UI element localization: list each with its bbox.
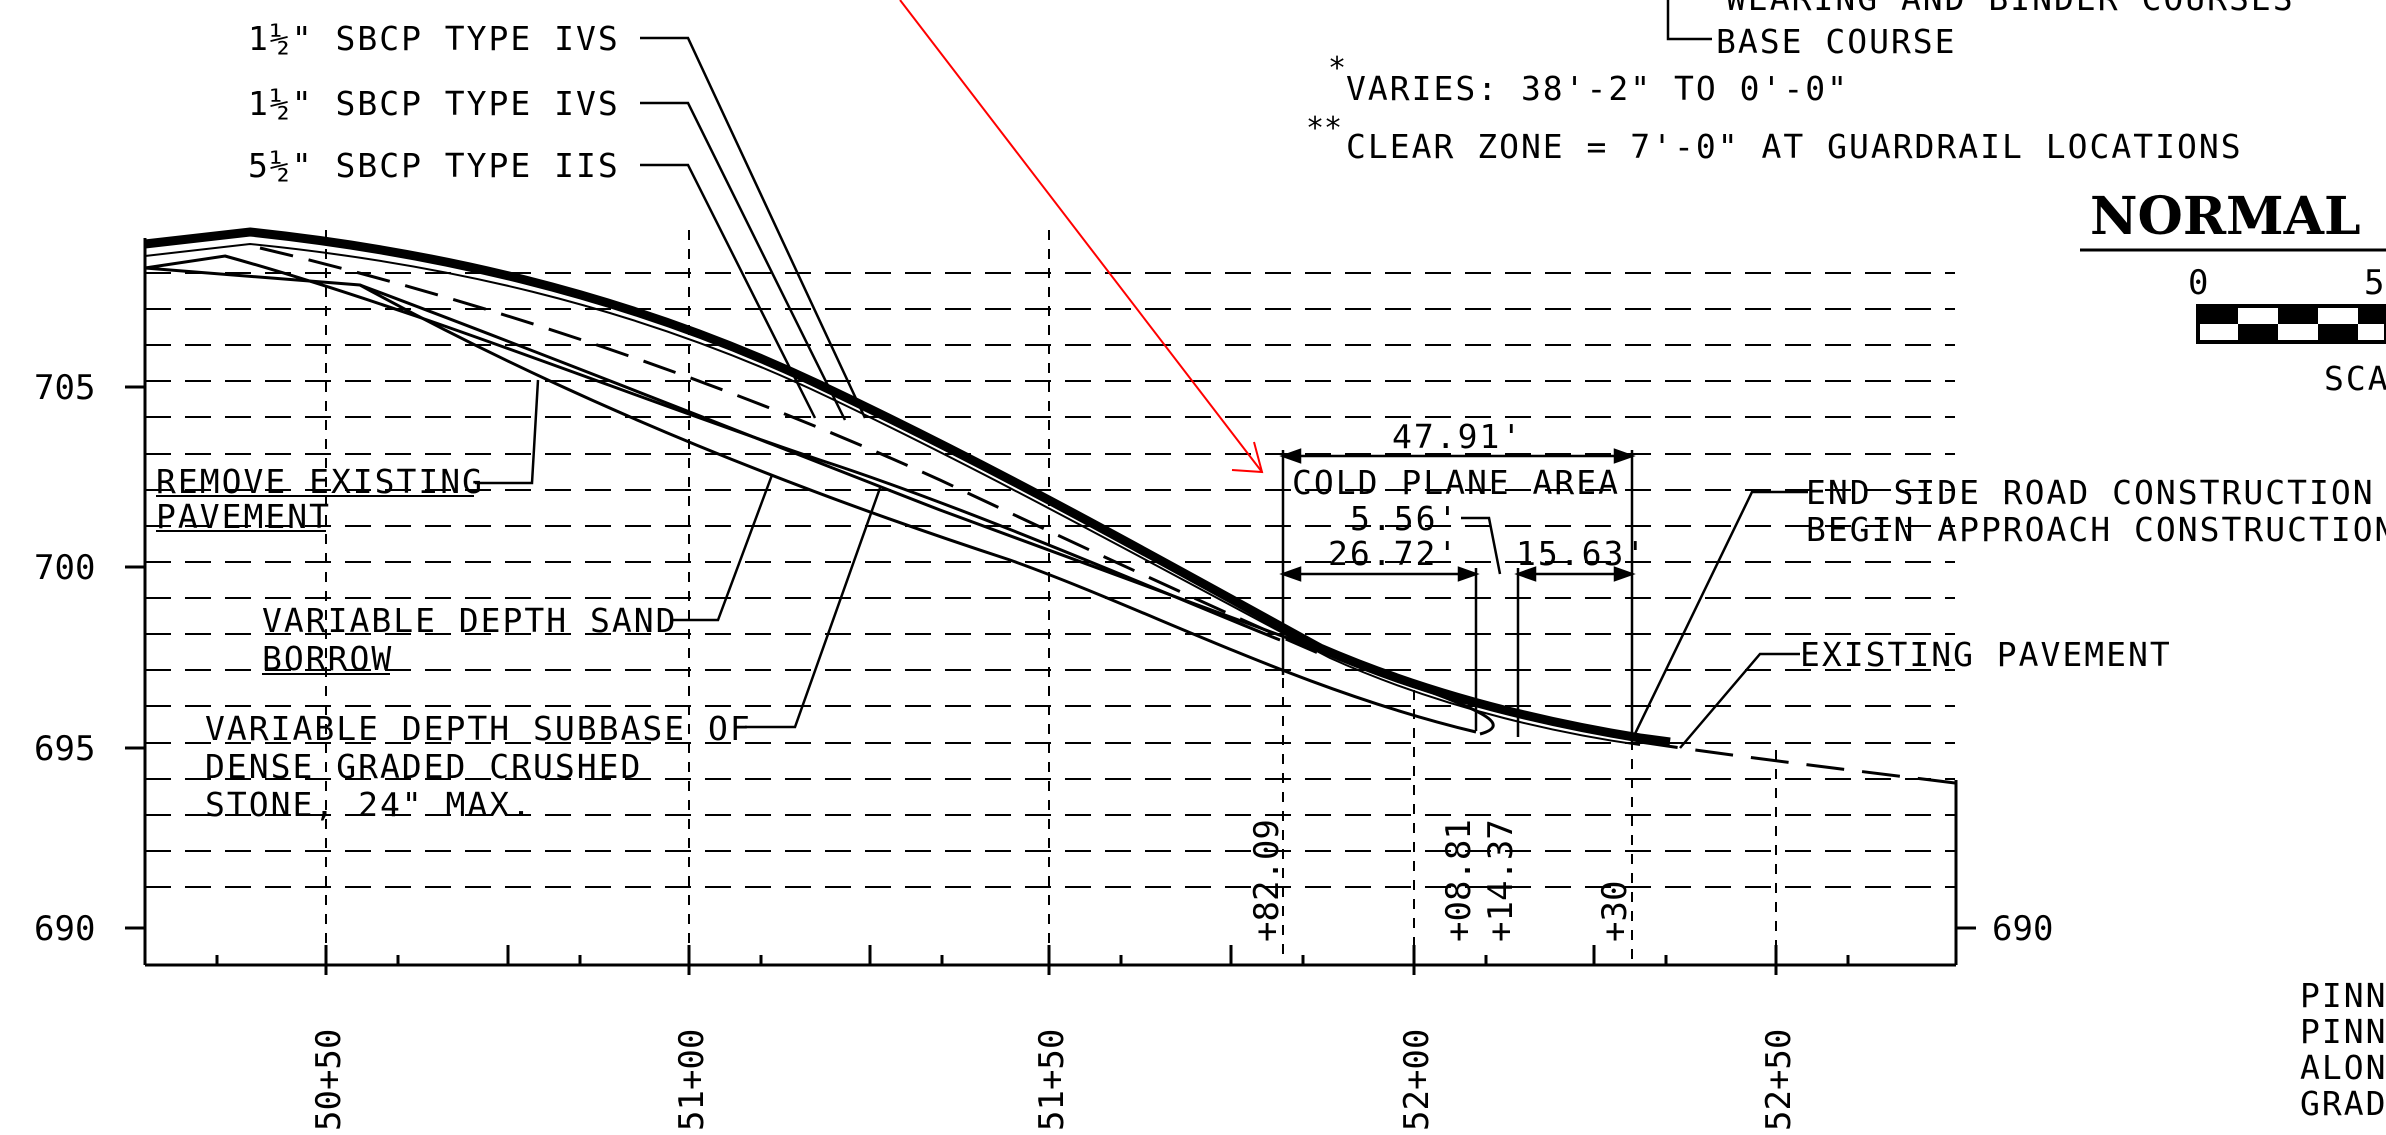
station-offset-3: +14.37 bbox=[1481, 819, 1521, 942]
side-note-4: GRAD bbox=[2300, 1084, 2386, 1123]
note-clear-zone-mark: ** bbox=[1306, 111, 1342, 146]
station-offset-2: +08.81 bbox=[1439, 819, 1479, 942]
cold-plane-left: 26.72' bbox=[1328, 534, 1459, 573]
sand-borrow-label-2: BORROW bbox=[262, 639, 393, 678]
scale-caption: SCA bbox=[2324, 359, 2386, 398]
note-varies-mark: * bbox=[1328, 51, 1346, 86]
red-pointer-arrowhead bbox=[1231, 441, 1264, 474]
section-title: NORMAL bbox=[2090, 186, 2361, 247]
subbase-label-2: DENSE GRADED CRUSHED bbox=[205, 747, 642, 786]
subbase-line bbox=[144, 254, 1281, 642]
end-side-road-label: END SIDE ROAD CONSTRUCTION bbox=[1806, 473, 2375, 512]
begin-approach-label: BEGIN APPROACH CONSTRUCTION bbox=[1806, 510, 2386, 549]
pavement-profile bbox=[144, 227, 1956, 785]
layer-label-3: 5½" SBCP TYPE IIS bbox=[248, 146, 620, 185]
cold-plane-label: COLD PLANE AREA bbox=[1292, 463, 1620, 502]
station-offset-4: +30 bbox=[1595, 881, 1635, 942]
scale-five: 5 bbox=[2364, 263, 2384, 303]
cold-plane-small: 5.56' bbox=[1350, 499, 1459, 538]
leader-lines bbox=[475, 0, 1808, 749]
cold-plane-dimensions bbox=[1279, 448, 1636, 742]
cold-plane-total: 47.91' bbox=[1392, 417, 1523, 456]
side-note-1: PINN bbox=[2300, 976, 2386, 1015]
station-offset-1: +82.09 bbox=[1247, 819, 1287, 942]
elevation-695: 695 bbox=[34, 729, 95, 769]
side-note-2: PINN bbox=[2300, 1012, 2386, 1051]
existing-pavement-tail bbox=[1639, 740, 1956, 785]
existing-pavement-label: EXISTING PAVEMENT bbox=[1800, 635, 2172, 674]
layer-label-2: 1½" SBCP TYPE IVS bbox=[248, 84, 620, 123]
station-label-50-50: 50+50 bbox=[309, 1029, 349, 1131]
subbase-label: VARIABLE DEPTH SUBBASE OF bbox=[205, 709, 752, 748]
station-label-52-50: 52+50 bbox=[1759, 1029, 1799, 1131]
note-wearing-binder: WEARING AND BINDER COURSES bbox=[1726, 0, 2295, 18]
station-lines bbox=[325, 230, 1777, 962]
note-varies: VARIES: 38'-2" TO 0'-0" bbox=[1346, 69, 1849, 108]
subbase-label-3: STONE, 24" MAX. bbox=[205, 785, 533, 824]
station-label-51-00: 51+00 bbox=[672, 1029, 712, 1131]
side-note-3: ALON bbox=[2300, 1048, 2386, 1087]
remove-existing-label: REMOVE EXISTING bbox=[156, 462, 484, 501]
red-pointer bbox=[899, 0, 1264, 474]
scale-bar bbox=[2196, 304, 2386, 344]
note-base-course: BASE COURSE bbox=[1716, 22, 1957, 61]
existing-pavement-line bbox=[144, 266, 1495, 736]
proposed-surface bbox=[144, 227, 1671, 747]
station-label-51-50: 51+50 bbox=[1032, 1029, 1072, 1131]
remove-existing-label-2: PAVEMENT bbox=[156, 497, 331, 536]
axes bbox=[125, 238, 1976, 975]
layer-label-1: 1½" SBCP TYPE IVS bbox=[248, 19, 620, 58]
sand-borrow-label: VARIABLE DEPTH SAND bbox=[262, 601, 678, 640]
note-clear-zone: CLEAR ZONE = 7'-0" AT GUARDRAIL LOCATION… bbox=[1346, 127, 2243, 166]
cold-plane-right: 15.63' bbox=[1516, 534, 1647, 573]
scale-zero: 0 bbox=[2188, 263, 2208, 303]
existing-pavement-dashed bbox=[259, 246, 1331, 660]
station-label-52-00: 52+00 bbox=[1397, 1029, 1437, 1131]
elevation-700: 700 bbox=[34, 548, 95, 588]
elevation-705: 705 bbox=[34, 368, 95, 408]
excavation-bottom bbox=[359, 283, 1477, 734]
red-pointer-line bbox=[899, 0, 1263, 473]
elevation-690: 690 bbox=[34, 909, 95, 949]
elevation-690-right: 690 bbox=[1992, 909, 2053, 949]
